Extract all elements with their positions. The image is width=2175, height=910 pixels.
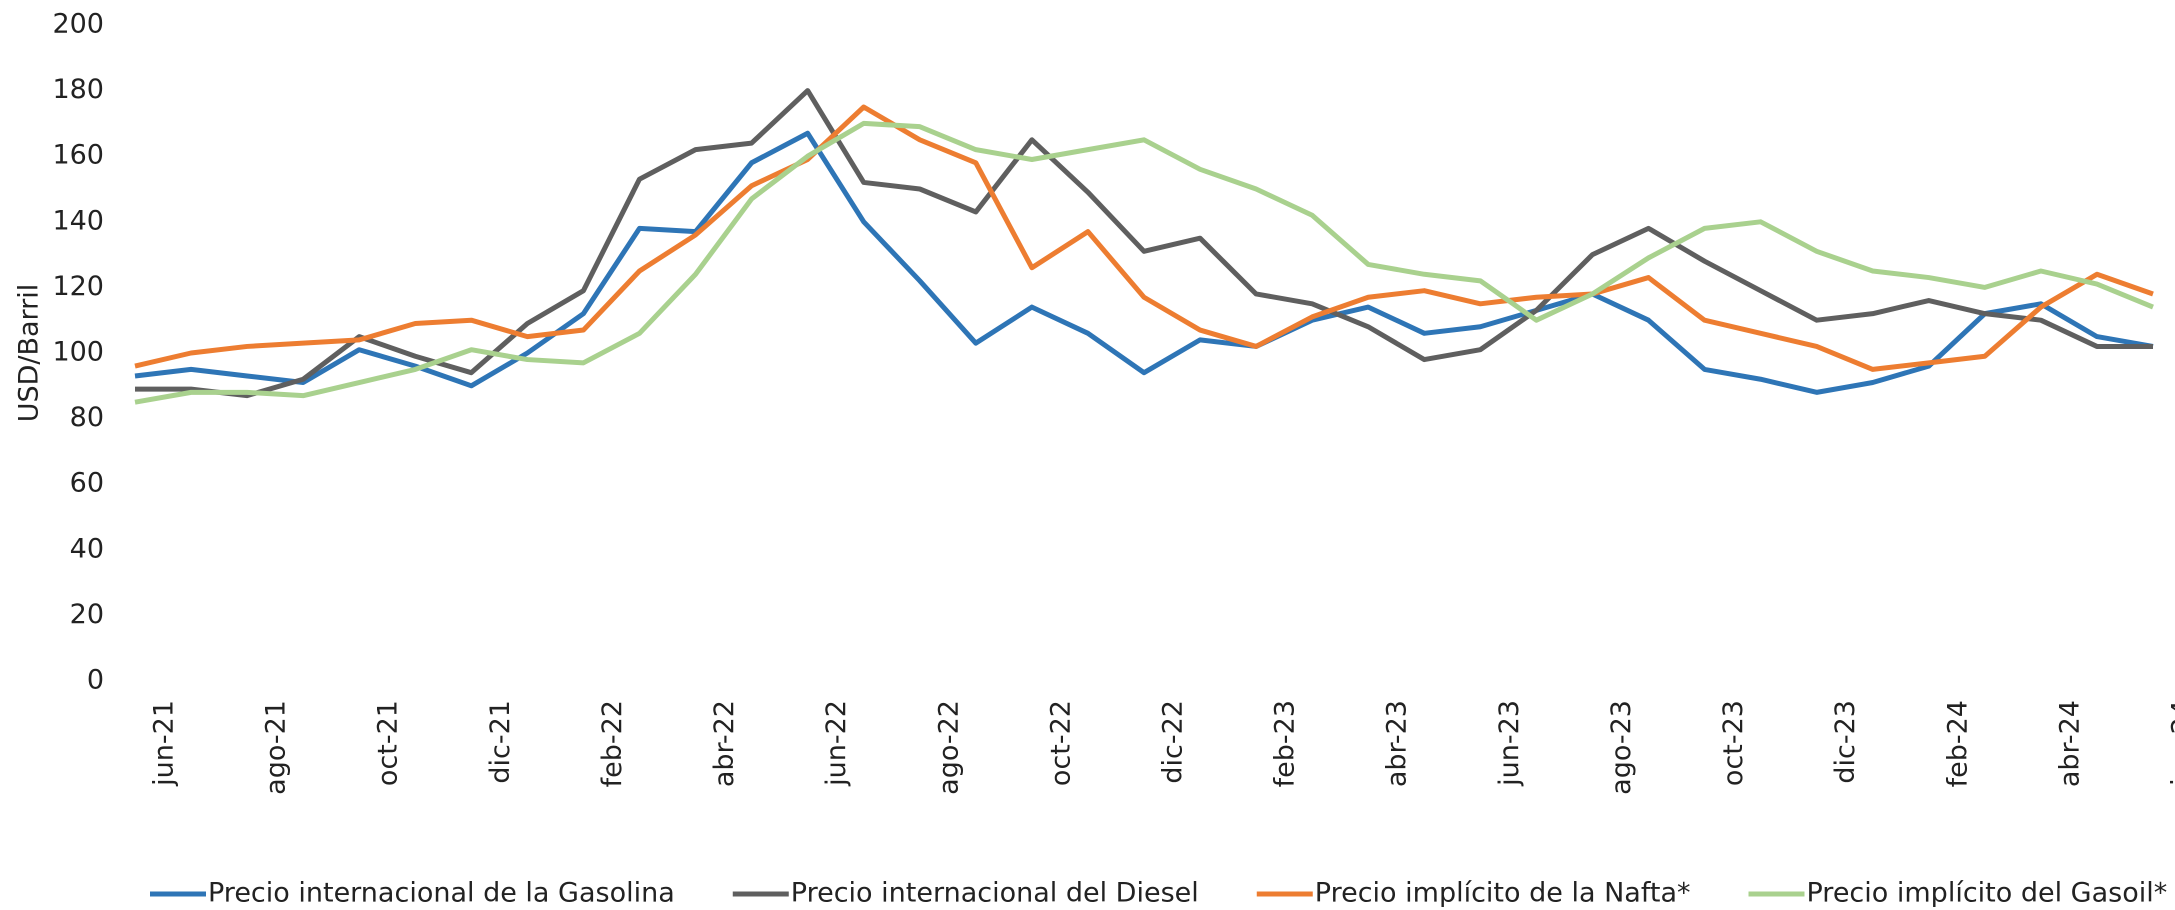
x-tick-label: jun-24 [2167,700,2175,787]
series-line [134,130,2154,395]
x-tick-label: dic-23 [1830,700,1861,784]
legend-label: Precio implícito del Gasoil* [1807,878,2168,909]
x-tick-label: feb-24 [1942,700,1973,787]
series-line [134,120,2154,405]
x-tick-label: jun-21 [149,700,180,787]
x-tick-label: oct-22 [1045,700,1076,786]
x-tick-label: abr-22 [709,700,740,787]
y-tick-label: 200 [52,9,104,40]
y-tick-label: 20 [70,599,104,630]
y-tick-label: 80 [70,402,104,433]
series-line [134,104,2154,372]
y-tick-label: 0 [87,665,104,696]
x-tick-label: dic-21 [485,700,516,784]
x-tick-label: abr-24 [2054,700,2085,787]
series-line [135,88,2153,399]
legend-label: Precio implícito de la Nafta* [1315,878,1691,909]
y-tick-label: 40 [70,533,104,564]
y-axis-title: USD/Barril [14,284,45,423]
y-tick-label: 60 [70,468,104,499]
x-tick-label: oct-21 [373,700,404,786]
legend-label: Precio internacional de la Gasolina [208,878,675,909]
x-tick-label: feb-23 [1270,700,1301,787]
y-tick-label: 100 [52,337,104,368]
x-tick-label: abr-23 [1382,700,1413,787]
x-tick-label: jun-23 [1494,700,1525,787]
x-tick-label: feb-22 [597,700,628,787]
x-tick-label: ago-21 [261,700,292,795]
x-tick-label: jun-22 [821,700,852,787]
x-tick-label: oct-23 [1718,700,1749,786]
x-tick-label: ago-23 [1606,700,1637,795]
y-tick-label: 120 [52,271,104,302]
x-tick-label: dic-22 [1158,700,1189,784]
y-tick-label: 160 [52,140,104,171]
legend-label: Precio internacional del Diesel [791,878,1199,909]
y-tick-label: 140 [52,205,104,236]
x-tick-label: ago-22 [933,700,964,795]
y-tick-label: 180 [52,74,104,105]
